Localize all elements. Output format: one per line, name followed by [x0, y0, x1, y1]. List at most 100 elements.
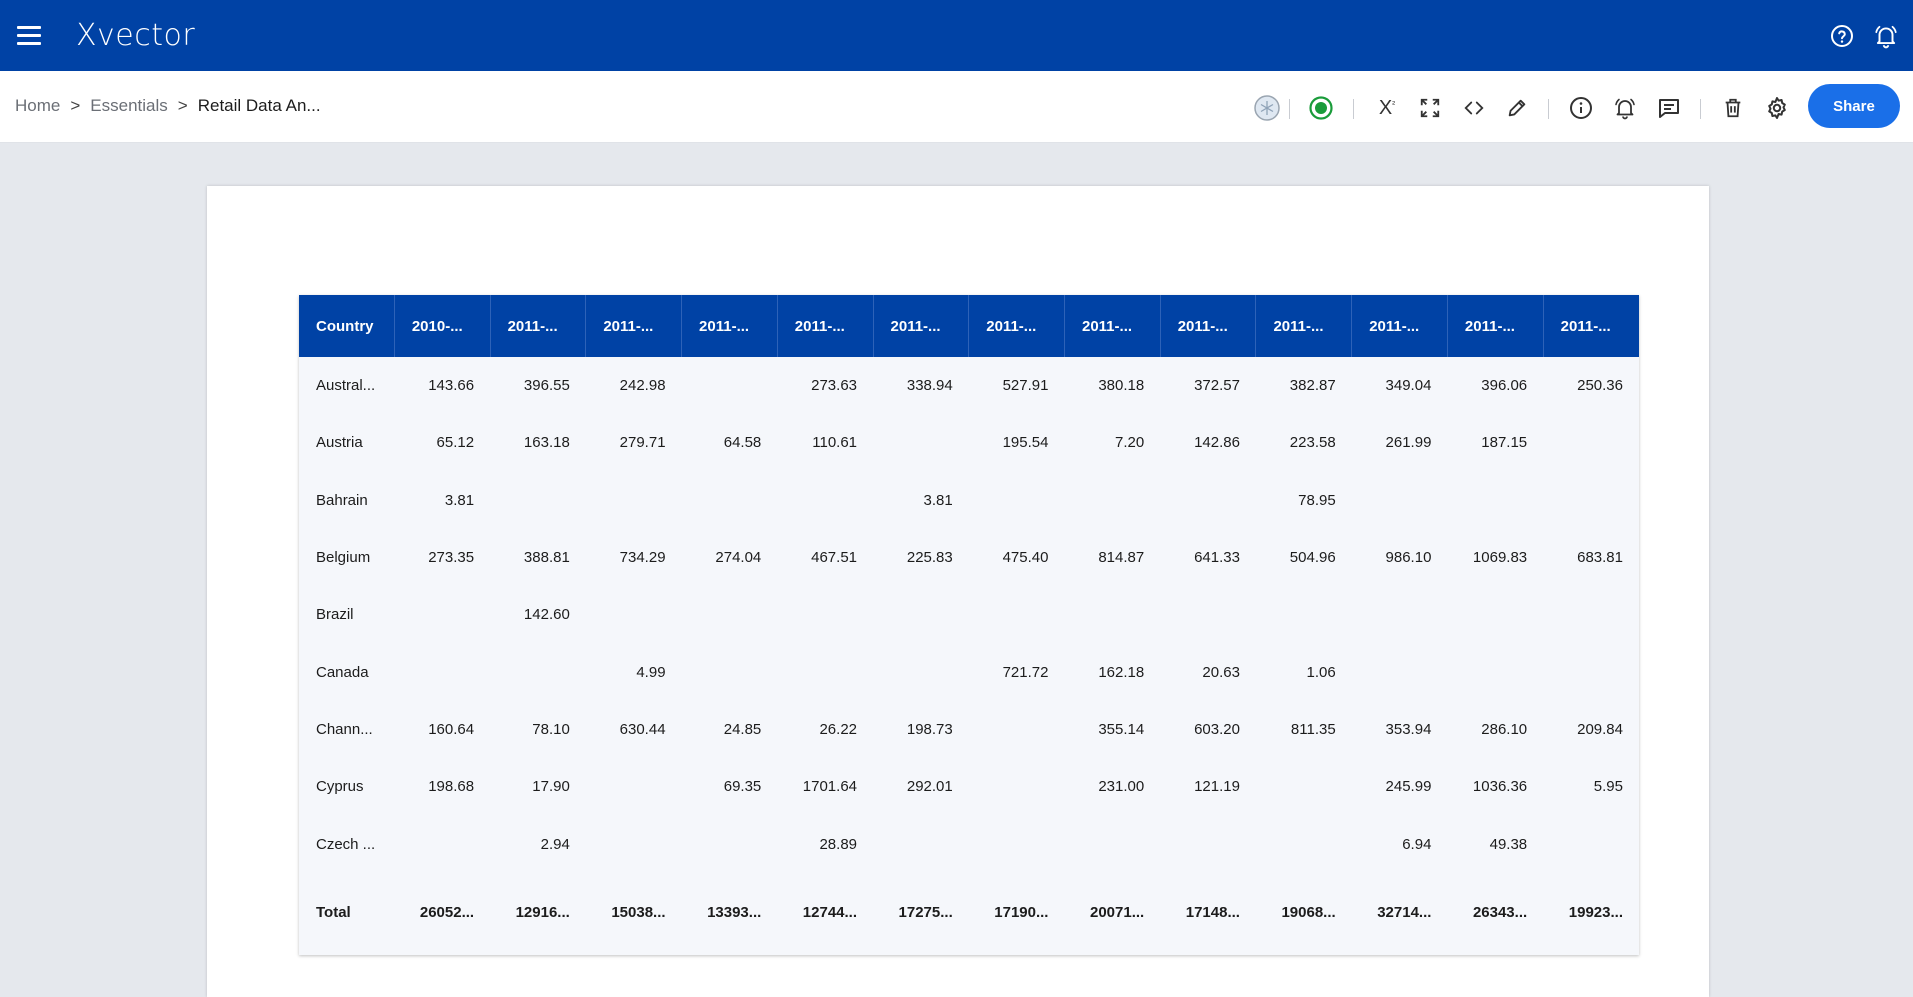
table-cell	[586, 815, 682, 872]
table-cell: 250.36	[1577, 377, 1623, 395]
table-cell	[777, 586, 873, 643]
table-cell	[586, 758, 682, 815]
alert-bell-icon[interactable]	[1610, 93, 1640, 123]
table-cell: 198.73	[906, 720, 953, 738]
column-header-country[interactable]: Country	[299, 295, 395, 357]
row-label-country: Austral...	[316, 377, 376, 395]
row-label-country: Canada	[316, 663, 369, 681]
table-cell	[682, 586, 778, 643]
table-total-row: Total 26052... 12916... 15038... 13393... 127…	[299, 895, 1639, 931]
table-cell	[490, 643, 586, 700]
info-icon[interactable]	[1566, 93, 1596, 123]
total-cell: 20071...	[1090, 904, 1145, 922]
table-cell: 355.14	[1098, 720, 1145, 738]
table-cell: 65.12	[436, 434, 475, 452]
column-header-period[interactable]: 2011-...	[490, 295, 587, 357]
table-cell: 396.06	[1481, 377, 1528, 395]
table-cell: 3.81	[444, 491, 475, 509]
table-cell: 110.61	[812, 434, 858, 452]
table-cell	[1543, 643, 1639, 700]
breadcrumb-separator: >	[177, 96, 188, 115]
table-cell	[1064, 586, 1160, 643]
breadcrumb-separator: >	[70, 96, 81, 115]
table-cell	[1447, 643, 1543, 700]
table-row: Chann... 160.64 78.10 630.44 24.85 26.22 198.7…	[299, 701, 1639, 758]
row-label-country: Austria	[316, 434, 363, 452]
help-icon[interactable]	[1828, 22, 1856, 50]
edit-pencil-icon[interactable]	[1502, 93, 1532, 123]
table-cell: 286.10	[1481, 720, 1528, 738]
table-cell: 396.55	[523, 377, 570, 395]
column-header-period[interactable]: 2011-...	[1160, 295, 1257, 357]
table-cell	[1352, 586, 1448, 643]
table-cell	[969, 586, 1065, 643]
total-cell: 12744...	[802, 904, 858, 922]
table-cell	[873, 414, 969, 471]
table-cell	[777, 643, 873, 700]
share-button[interactable]: Share	[1808, 84, 1900, 128]
code-embed-icon[interactable]	[1459, 93, 1489, 123]
table-cell: 4.99	[636, 663, 666, 681]
delete-trash-icon[interactable]	[1718, 93, 1748, 123]
table-cell: 5.95	[1593, 778, 1623, 796]
table-cell	[1064, 472, 1160, 529]
column-header-period[interactable]: 2011-...	[1255, 295, 1353, 357]
top-app-bar: Xvector	[0, 0, 1913, 71]
column-header-period[interactable]: 2010-...	[394, 295, 491, 357]
column-header-period[interactable]: 2011-...	[777, 295, 874, 357]
notifications-bell-icon[interactable]	[1872, 22, 1900, 50]
fullscreen-icon[interactable]	[1415, 93, 1445, 123]
table-cell: 2.94	[540, 835, 570, 853]
table-cell: 160.64	[428, 720, 475, 738]
table-cell: 273.63	[811, 377, 858, 395]
pivot-table: Country 2010-... 2011-... 2011-... 2011-... 2…	[299, 295, 1639, 955]
table-cell: 26.22	[819, 720, 858, 738]
snowflake-status-icon[interactable]	[1252, 93, 1282, 123]
table-cell	[1160, 815, 1256, 872]
breadcrumb-current-page: Retail Data An...	[197, 96, 321, 115]
table-cell: 121.19	[1194, 778, 1240, 796]
table-cell: 49.38	[1489, 835, 1528, 853]
table-cell: 811.35	[1290, 720, 1336, 738]
column-header-period[interactable]: 2011-...	[681, 295, 778, 357]
row-label-country: Belgium	[316, 549, 371, 567]
table-cell: 242.98	[619, 377, 666, 395]
settings-gear-icon[interactable]	[1762, 93, 1792, 123]
menu-icon[interactable]	[17, 26, 41, 46]
column-header-period[interactable]: 2011-...	[1543, 295, 1639, 357]
table-cell	[1160, 586, 1256, 643]
breadcrumb-essentials[interactable]: Essentials	[90, 96, 168, 115]
breadcrumb-home[interactable]: Home	[15, 96, 61, 115]
column-header-period[interactable]: 2011-...	[1351, 295, 1448, 357]
table-cell: 273.35	[428, 549, 475, 567]
table-cell: 143.66	[428, 377, 475, 395]
app-logo[interactable]: Xvector	[76, 18, 196, 53]
table-cell: 721.72	[1002, 663, 1049, 681]
table-row: Belgium 273.35 388.81 734.29 274.04 467.51 225…	[299, 529, 1639, 586]
comments-icon[interactable]	[1654, 93, 1684, 123]
table-cell: 223.58	[1289, 434, 1336, 452]
column-header-period[interactable]: 2011-...	[873, 295, 970, 357]
column-header-period[interactable]: 2011-...	[1064, 295, 1161, 357]
table-cell	[777, 472, 873, 529]
table-cell: 380.18	[1098, 377, 1145, 395]
table-cell: 6.94	[1402, 835, 1432, 853]
table-cell: 349.04	[1385, 377, 1432, 395]
table-cell: 475.40	[1002, 549, 1049, 567]
table-cell: 372.57	[1194, 377, 1240, 395]
table-cell	[1447, 472, 1543, 529]
table-cell: 64.58	[723, 434, 762, 452]
column-header-period[interactable]: 2011-...	[1447, 295, 1544, 357]
table-cell: 261.99	[1385, 434, 1432, 452]
column-header-period[interactable]: 2011-...	[968, 295, 1065, 357]
table-cell	[394, 815, 490, 872]
table-cell	[682, 472, 778, 529]
table-row: Canada 4.99 721.72 162.18 20.63 1.06	[299, 643, 1639, 700]
live-status-icon[interactable]	[1306, 93, 1336, 123]
table-cell: 683.81	[1577, 549, 1623, 567]
table-spacer-row	[299, 873, 1639, 895]
table-cell	[682, 357, 778, 414]
total-cell: 26052...	[419, 904, 475, 922]
column-header-period[interactable]: 2011-...	[585, 295, 683, 357]
